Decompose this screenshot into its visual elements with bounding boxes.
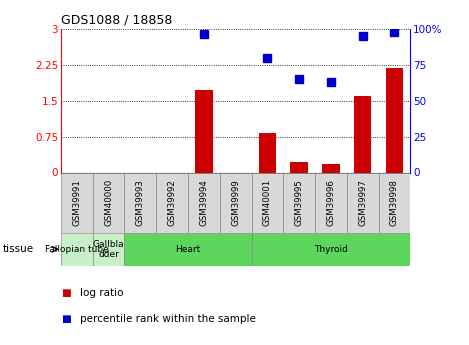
Text: GSM40001: GSM40001 [263,179,272,226]
Text: GSM39991: GSM39991 [72,179,81,226]
Text: GSM39997: GSM39997 [358,179,367,226]
Text: GDS1088 / 18858: GDS1088 / 18858 [61,14,172,27]
Bar [195,90,212,172]
Text: GSM39994: GSM39994 [199,179,208,226]
Text: GSM40000: GSM40000 [104,179,113,226]
Bar [322,164,340,172]
Text: Gallbla
dder: Gallbla dder [93,239,124,259]
Text: GSM39993: GSM39993 [136,179,145,226]
Text: GSM39996: GSM39996 [326,179,335,226]
Bar [354,96,371,172]
Text: GSM39992: GSM39992 [167,179,177,226]
Bar [93,172,124,233]
Bar [61,172,93,233]
Text: ■: ■ [61,288,71,298]
Bar [386,68,403,172]
Bar [315,172,347,233]
Bar [220,172,251,233]
Text: GSM39999: GSM39999 [231,179,240,226]
Text: tissue: tissue [2,244,33,254]
Text: ■: ■ [61,314,71,324]
Text: Heart: Heart [175,245,201,254]
Bar [251,172,283,233]
Text: Thyroid: Thyroid [314,245,348,254]
Bar [124,172,156,233]
Bar [378,172,410,233]
Bar [347,172,378,233]
Text: GSM39995: GSM39995 [295,179,304,226]
Text: Fallopian tube: Fallopian tube [45,245,109,254]
Bar [93,233,124,266]
Text: GSM39998: GSM39998 [390,179,399,226]
Text: percentile rank within the sample: percentile rank within the sample [80,314,256,324]
Bar [156,172,188,233]
Bar [290,162,308,172]
Bar [251,233,410,266]
Bar [283,172,315,233]
Bar [124,233,251,266]
Bar [259,134,276,172]
Bar [188,172,220,233]
Bar [61,233,93,266]
Text: log ratio: log ratio [80,288,123,298]
